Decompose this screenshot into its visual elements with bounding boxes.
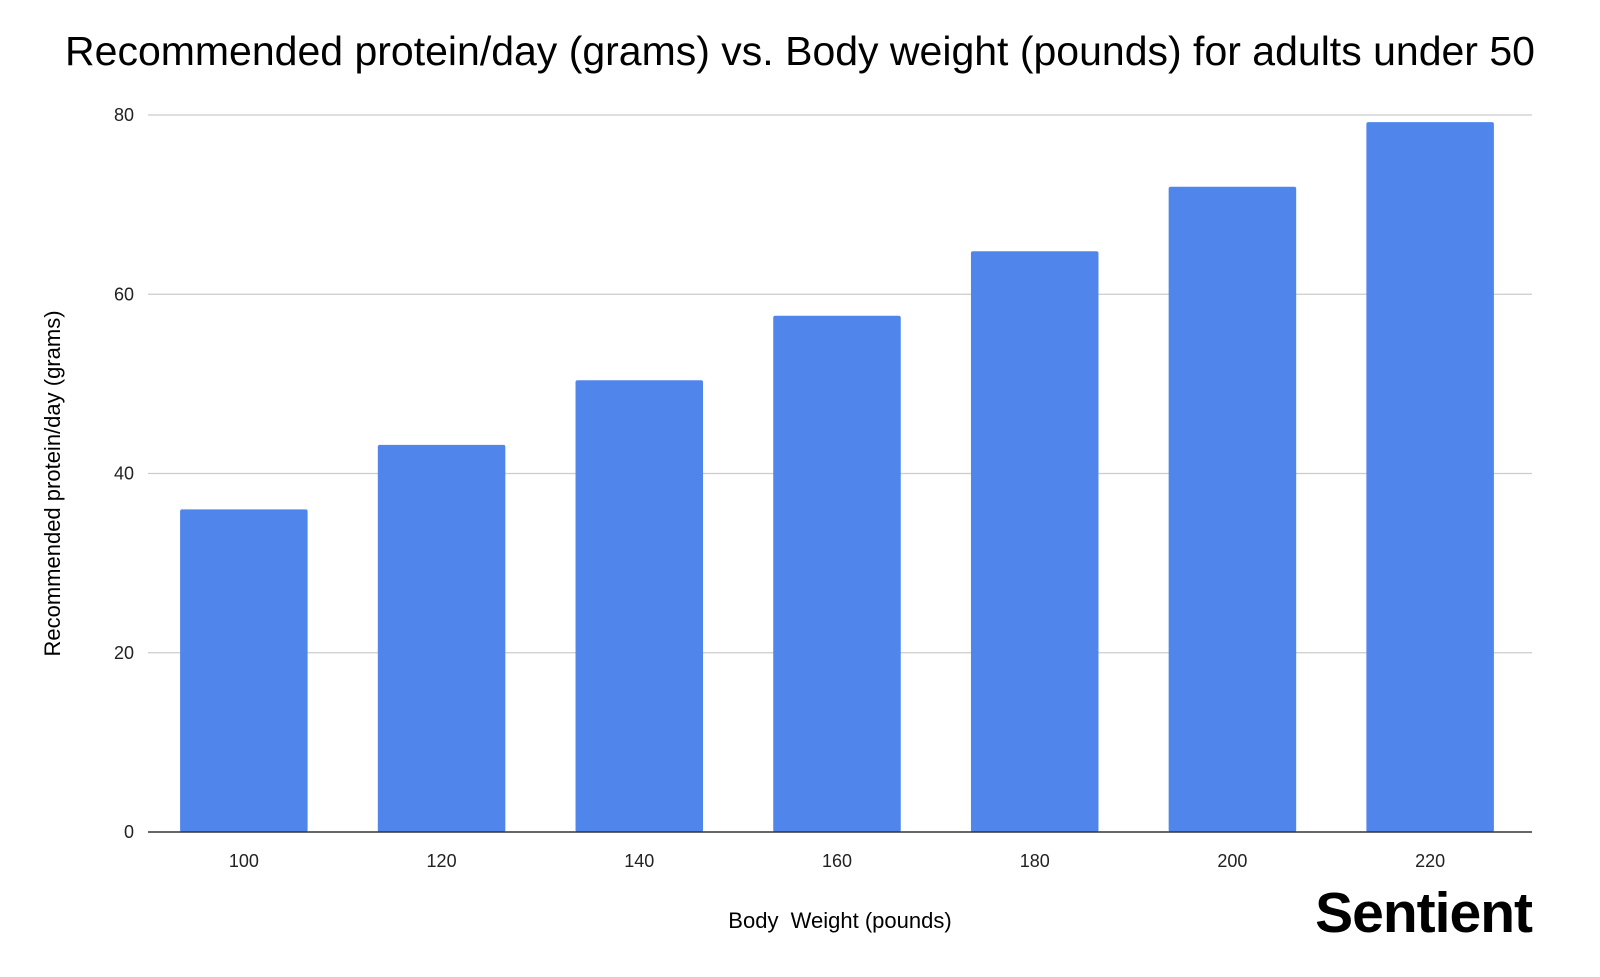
bar <box>1366 122 1494 833</box>
y-tick-labels: 0 20 40 60 80 <box>114 105 134 842</box>
bar <box>773 315 901 832</box>
bars <box>180 122 1494 833</box>
x-tick-label: 120 <box>427 851 457 871</box>
y-axis-title: Recommended protein/day (grams) <box>40 310 65 656</box>
y-tick-label: 0 <box>124 822 134 842</box>
x-tick-labels: 100 120 140 160 180 200 220 <box>229 851 1445 871</box>
x-tick-label: 140 <box>624 851 654 871</box>
bar <box>1168 186 1297 832</box>
y-tick-label: 80 <box>114 105 134 125</box>
bar <box>575 380 704 832</box>
x-axis-title: Body Weight (pounds) <box>728 908 951 933</box>
bar <box>377 444 506 832</box>
x-tick-label: 100 <box>229 851 259 871</box>
y-tick-label: 40 <box>114 464 134 484</box>
x-tick-label: 220 <box>1415 851 1445 871</box>
x-tick-label: 200 <box>1217 851 1247 871</box>
y-tick-label: 60 <box>114 284 134 304</box>
x-tick-label: 160 <box>822 851 852 871</box>
bar <box>970 251 1099 833</box>
x-tick-label: 180 <box>1020 851 1050 871</box>
y-tick-label: 20 <box>114 643 134 663</box>
sentient-logo: Sentient <box>1315 881 1533 945</box>
chart-title: Recommended protein/day (grams) vs. Body… <box>65 28 1535 74</box>
bar <box>180 509 308 832</box>
